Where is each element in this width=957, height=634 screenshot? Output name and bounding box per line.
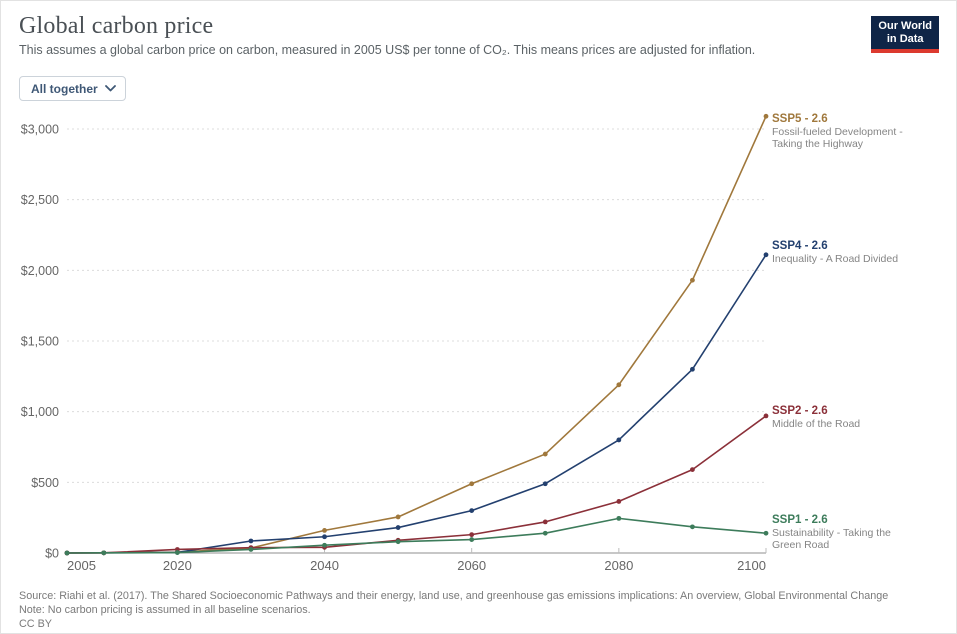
data-point-marker — [763, 413, 769, 419]
data-point-marker — [542, 519, 548, 525]
data-point-marker — [64, 550, 70, 556]
chart-subtitle: This assumes a global carbon price on ca… — [19, 43, 756, 57]
series-name: SSP2 - 2.6 — [772, 405, 828, 417]
series-label-ssp1[interactable]: SSP1 - 2.6 Sustainability - Taking the G… — [772, 514, 922, 551]
data-point-marker — [395, 539, 401, 545]
data-point-marker — [322, 534, 327, 540]
data-point-marker — [616, 499, 622, 504]
data-point-marker — [248, 538, 254, 544]
data-point-marker — [690, 467, 695, 473]
data-point-marker — [542, 451, 548, 457]
data-point-marker — [616, 515, 622, 521]
y-axis-tick-label: $3,000 — [21, 123, 59, 137]
series-description: Sustainability - Taking the Green Road — [772, 527, 891, 551]
data-point-marker — [542, 530, 548, 536]
series-description: Fossil-fueled Development - Taking the H… — [772, 126, 903, 150]
data-point-marker — [395, 514, 401, 520]
series-name: SSP1 - 2.6 — [772, 514, 828, 526]
chart-footer: Source: Riahi et al. (2017). The Shared … — [19, 589, 939, 631]
data-point-marker — [469, 532, 475, 538]
series-name: SSP4 - 2.6 — [772, 240, 828, 252]
x-axis-tick-label: 2080 — [604, 558, 633, 573]
y-axis-tick-label: $0 — [45, 547, 59, 561]
data-point-marker — [542, 481, 548, 487]
owid-logo-line2: in Data — [886, 33, 924, 45]
y-axis-tick-label: $1,000 — [21, 405, 59, 419]
scenario-dropdown-value: All together — [31, 81, 98, 96]
data-point-marker — [690, 277, 695, 283]
license-link[interactable]: CC BY — [19, 618, 52, 630]
x-axis-tick-label: 2040 — [310, 558, 339, 573]
data-point-marker — [469, 481, 475, 487]
y-axis-tick-label: $1,500 — [21, 335, 59, 349]
series-label-ssp4[interactable]: SSP4 - 2.6 Inequality - A Road Divided — [772, 240, 922, 266]
series-description: Middle of the Road — [772, 418, 861, 430]
scenario-dropdown[interactable]: All together — [19, 76, 126, 101]
owid-logo[interactable]: Our World in Data — [871, 16, 939, 53]
series-line — [66, 115, 767, 554]
data-point-marker — [690, 366, 695, 372]
data-point-marker — [322, 542, 327, 548]
data-point-marker — [616, 382, 622, 388]
series-label-ssp2[interactable]: SSP2 - 2.6 Middle of the Road — [772, 405, 922, 431]
data-point-marker — [690, 524, 695, 530]
y-axis-tick-label: $2,500 — [21, 193, 59, 207]
data-point-marker — [763, 113, 769, 119]
series-line — [66, 415, 767, 554]
chevron-down-icon — [104, 85, 116, 92]
note-line: Note: No carbon pricing is assumed in al… — [19, 604, 311, 616]
x-axis-tick-label: 2005 — [67, 558, 96, 573]
data-point-marker — [763, 530, 769, 536]
y-axis-tick-label: $500 — [31, 476, 59, 490]
y-axis-tick-label: $2,000 — [21, 264, 59, 278]
x-axis-tick-label: 2100 — [737, 558, 766, 573]
series-ssp1[interactable] — [64, 515, 769, 556]
series-ssp5[interactable] — [64, 113, 769, 556]
series-name: SSP5 - 2.6 — [772, 113, 828, 125]
data-point-marker — [101, 550, 107, 556]
data-point-marker — [469, 537, 475, 542]
series-ssp4[interactable] — [64, 252, 769, 556]
data-point-marker — [469, 508, 475, 513]
series-ssp2[interactable] — [64, 413, 769, 556]
series-label-ssp5[interactable]: SSP5 - 2.6 Fossil-fueled Development - T… — [772, 113, 922, 150]
data-point-marker — [763, 252, 769, 258]
source-line: Source: Riahi et al. (2017). The Shared … — [19, 590, 889, 602]
data-point-marker — [322, 527, 327, 533]
series-description: Inequality - A Road Divided — [772, 253, 899, 265]
page-title: Global carbon price — [19, 13, 214, 39]
data-point-marker — [174, 550, 180, 555]
data-point-marker — [616, 437, 622, 443]
x-axis-tick-label: 2020 — [163, 558, 192, 573]
owid-logo-line1: Our World — [878, 20, 932, 32]
data-point-marker — [395, 525, 401, 530]
data-point-marker — [248, 547, 254, 552]
x-axis-tick-label: 2060 — [457, 558, 486, 573]
